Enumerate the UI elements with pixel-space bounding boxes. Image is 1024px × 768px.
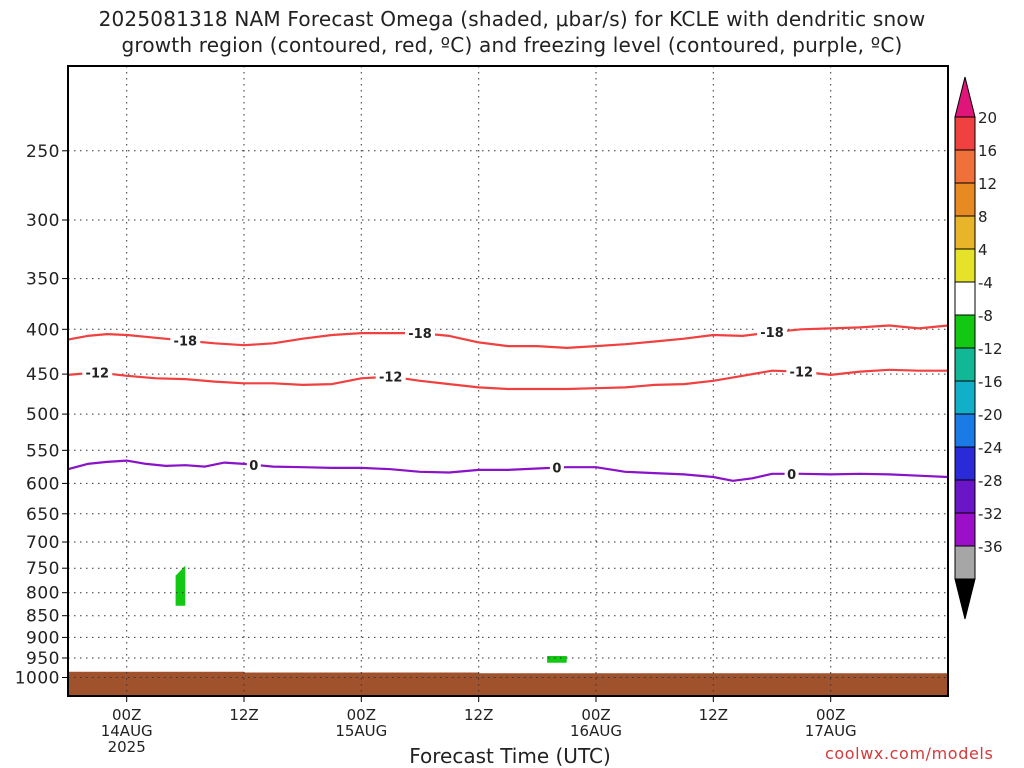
colorbar-segment--24 xyxy=(954,446,976,481)
colorbar-label-16: 16 xyxy=(978,142,997,160)
colorbar-label--32: -32 xyxy=(978,505,1003,523)
colorbar-segment-12 xyxy=(954,182,976,217)
colorbar-label--20: -20 xyxy=(978,406,1003,424)
colorbar-segment--32 xyxy=(954,512,976,547)
colorbar-segment--20 xyxy=(954,413,976,448)
y-tick-label-1000: 1000 xyxy=(15,669,60,689)
terrain-fill xyxy=(68,671,948,696)
contour-label-bg xyxy=(757,325,787,340)
colorbar-label--4: -4 xyxy=(978,274,993,292)
y-tick-label-750: 750 xyxy=(26,559,60,579)
colorbar-segment--12 xyxy=(954,347,976,382)
contour-label-bg xyxy=(375,369,406,384)
contour-label-bg xyxy=(784,466,799,481)
plot-border xyxy=(67,65,949,697)
colorbar-segment-20 xyxy=(954,116,976,151)
contour-label--18: -18 xyxy=(174,335,198,350)
colorbar-segment--28 xyxy=(954,479,976,514)
colorbar-label-12: 12 xyxy=(978,175,997,193)
colorbar-label--12: -12 xyxy=(978,340,1003,358)
colorbar-label-4: 4 xyxy=(978,241,988,259)
x-tick-label-00Z: 00Z xyxy=(581,706,610,724)
y-tick-label-800: 800 xyxy=(26,584,60,604)
colorbar-segment-4 xyxy=(954,248,976,283)
contour-label-bg xyxy=(786,364,817,379)
colorbar-segment--8 xyxy=(954,314,976,349)
credit-link[interactable]: coolwx.com/models xyxy=(825,744,994,763)
x-tick-label-12Z: 12Z xyxy=(699,706,728,724)
y-tick-label-950: 950 xyxy=(26,649,60,669)
contour-label--18: -18 xyxy=(408,327,432,342)
contour-label--12: -12 xyxy=(790,366,814,381)
y-tick-label-900: 900 xyxy=(26,628,60,648)
colorbar-segment--36 xyxy=(954,545,976,580)
colorbar-label--16: -16 xyxy=(978,373,1003,391)
colorbar-label-8: 8 xyxy=(978,208,988,226)
x-tick-label-16AUG: 16AUG xyxy=(570,722,622,740)
y-tick-label-600: 600 xyxy=(26,474,60,494)
colorbar-segment-8 xyxy=(954,215,976,250)
x-tick-label-00Z: 00Z xyxy=(347,706,376,724)
colorbar-segment--16 xyxy=(954,380,976,415)
x-tick-label-12Z: 12Z xyxy=(464,706,493,724)
contour-0 xyxy=(67,459,949,482)
chart-title: 2025081318 NAM Forecast Omega (shaded, μ… xyxy=(0,6,1024,58)
y-tick-label-850: 850 xyxy=(26,607,60,627)
contour-label-0: 0 xyxy=(787,468,796,483)
x-tick-label-14AUG: 14AUG xyxy=(101,722,153,740)
colorbar-segment--4 xyxy=(954,281,976,316)
y-tick-label-700: 700 xyxy=(26,533,60,553)
x-tick-label-00Z: 00Z xyxy=(816,706,845,724)
y-tick-label-550: 550 xyxy=(26,441,60,461)
colorbar-label--36: -36 xyxy=(978,538,1003,556)
colorbar-label--28: -28 xyxy=(978,472,1003,490)
chart-title-line1: 2025081318 NAM Forecast Omega (shaded, μ… xyxy=(98,7,926,31)
chart-title-line2: growth region (contoured, red, ºC) and f… xyxy=(121,33,903,57)
y-tick-label-450: 450 xyxy=(26,365,60,385)
colorbar-label--8: -8 xyxy=(978,307,993,325)
contour-label--12: -12 xyxy=(86,366,110,381)
y-tick-label-400: 400 xyxy=(26,320,60,340)
contour-label-0: 0 xyxy=(249,459,258,474)
contour-label--18: -18 xyxy=(760,326,784,341)
contour-label-bg xyxy=(405,326,435,341)
y-tick-label-500: 500 xyxy=(26,405,60,425)
contour-label--12: -12 xyxy=(379,371,403,386)
x-tick-label-2025: 2025 xyxy=(108,738,146,756)
contour-label-0: 0 xyxy=(552,462,561,477)
x-tick-label-00Z: 00Z xyxy=(112,706,141,724)
contour-label-bg xyxy=(246,457,261,472)
colorbar-over-arrow xyxy=(954,76,976,118)
y-tick-label-250: 250 xyxy=(26,142,60,162)
y-tick-label-300: 300 xyxy=(26,211,60,231)
contour-label-bg xyxy=(82,365,113,380)
contour-label-bg xyxy=(549,460,564,475)
y-tick-label-650: 650 xyxy=(26,505,60,525)
x-axis-label: Forecast Time (UTC) xyxy=(409,744,611,768)
x-tick-label-15AUG: 15AUG xyxy=(335,722,387,740)
y-tick-label-350: 350 xyxy=(26,270,60,290)
x-tick-label-17AUG: 17AUG xyxy=(805,722,857,740)
x-tick-label-12Z: 12Z xyxy=(229,706,258,724)
contour-label-bg xyxy=(170,333,201,348)
colorbar-label--24: -24 xyxy=(978,439,1003,457)
omega-shaded-region-1 xyxy=(175,565,186,606)
colorbar-segment-16 xyxy=(954,149,976,184)
colorbar-label-20: 20 xyxy=(978,109,997,127)
omega-shaded-region-2 xyxy=(547,656,567,663)
colorbar-under-arrow xyxy=(954,578,976,620)
